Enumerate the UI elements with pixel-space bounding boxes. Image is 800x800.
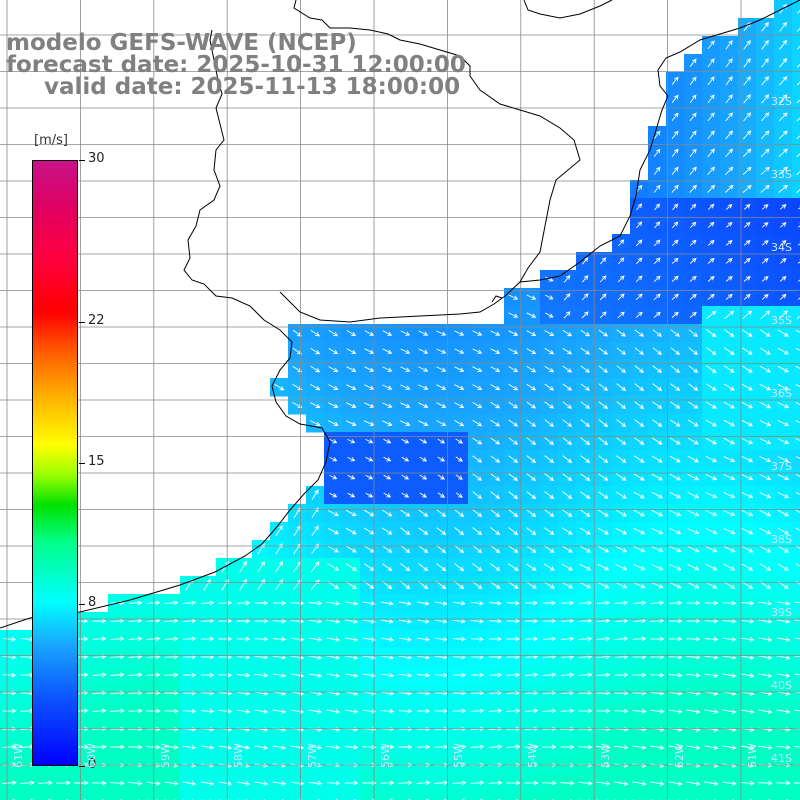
latitude-label: 33S — [771, 168, 792, 181]
colorbar-tick-label: 30 — [88, 151, 105, 166]
colorbar-tick — [79, 604, 85, 606]
longitude-label: 57W — [305, 743, 319, 768]
longitude-label: 55W — [452, 743, 466, 768]
latitude-label: 37S — [771, 460, 792, 473]
latitude-label: 35S — [771, 314, 792, 327]
colorbar-tick — [79, 321, 85, 323]
latitude-label: 40S — [771, 679, 792, 692]
colorbar-tick-label: 22 — [88, 312, 105, 328]
latitude-label: 36S — [771, 387, 792, 400]
map-title-forecast-date: forecast date: 2025-10-31 12:00:00 — [6, 52, 466, 78]
latitude-label: 38S — [771, 533, 792, 546]
longitude-label: 61W — [12, 743, 25, 768]
colorbar-tick-label: 0 — [88, 757, 97, 772]
latitude-label: 32S — [771, 95, 792, 108]
latitude-label: 34S — [771, 241, 792, 254]
map-title-valid-date: valid date: 2025-11-13 18:00:00 — [44, 74, 461, 100]
longitude-label: 52W — [672, 743, 686, 768]
longitude-label: 51W — [746, 743, 759, 768]
longitude-label: 58W — [232, 743, 246, 768]
colorbar-tick — [79, 160, 85, 161]
longitude-label: 54W — [525, 743, 539, 768]
colorbar-unit: [m/s] — [34, 133, 68, 148]
latitude-label: 39S — [771, 606, 792, 619]
latitude-label: 41S — [771, 752, 792, 765]
colorbar — [32, 160, 78, 766]
colorbar-tick — [79, 766, 85, 767]
coastline — [0, 0, 800, 629]
longitude-label: 56W — [379, 743, 392, 768]
colorbar-tick — [79, 463, 85, 464]
longitude-label: 60W — [85, 743, 99, 768]
colorbar-tick-label: 8 — [88, 595, 97, 611]
longitude-label: 53W — [599, 743, 613, 768]
colorbar-tick-label: 15 — [88, 454, 105, 469]
longitude-label: 59W — [158, 743, 172, 768]
map-title-model: modelo GEFS-WAVE (NCEP) — [6, 30, 357, 56]
